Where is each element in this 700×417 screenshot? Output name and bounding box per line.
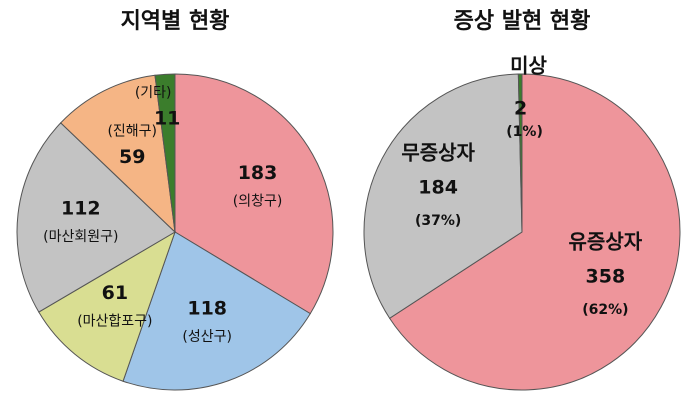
slice-name: 무증상자 bbox=[401, 140, 475, 164]
data-label: 11 bbox=[154, 108, 180, 130]
percent-label: (37%) bbox=[415, 213, 461, 229]
data-label: 183 bbox=[238, 162, 278, 184]
slice-name: (의창구) bbox=[233, 193, 283, 209]
pie-slice bbox=[174, 73, 334, 315]
chart-title: 증상 발현 현황 bbox=[454, 9, 591, 34]
pie-slice bbox=[60, 74, 176, 234]
data-label: 358 bbox=[586, 266, 626, 288]
slice-name: (마산합포구) bbox=[77, 313, 152, 329]
data-label: 112 bbox=[61, 198, 101, 220]
pie-slice bbox=[363, 73, 523, 319]
pie-slice bbox=[38, 230, 176, 382]
data-label: 2 bbox=[514, 97, 527, 119]
percent-label: (1%) bbox=[506, 124, 543, 140]
slice-name: (마산회원구) bbox=[43, 229, 118, 245]
chart-title: 지역별 현황 bbox=[121, 9, 230, 34]
slice-name: (기타) bbox=[135, 85, 172, 101]
slice-name: 미상 bbox=[510, 53, 547, 77]
data-label: 118 bbox=[187, 298, 227, 320]
data-label: 184 bbox=[418, 176, 458, 198]
pie-slice bbox=[517, 73, 523, 233]
percent-label: (62%) bbox=[582, 302, 628, 318]
pie-slice bbox=[154, 73, 176, 233]
slice-name: (성산구) bbox=[182, 329, 232, 345]
pie-slice bbox=[16, 122, 176, 313]
pie-slice bbox=[122, 231, 311, 391]
slice-name: 유증상자 bbox=[569, 230, 643, 254]
pie-slice bbox=[388, 73, 681, 391]
slice-name: (진해구) bbox=[107, 123, 157, 139]
data-label: 59 bbox=[119, 146, 145, 168]
data-label: 61 bbox=[102, 282, 128, 304]
